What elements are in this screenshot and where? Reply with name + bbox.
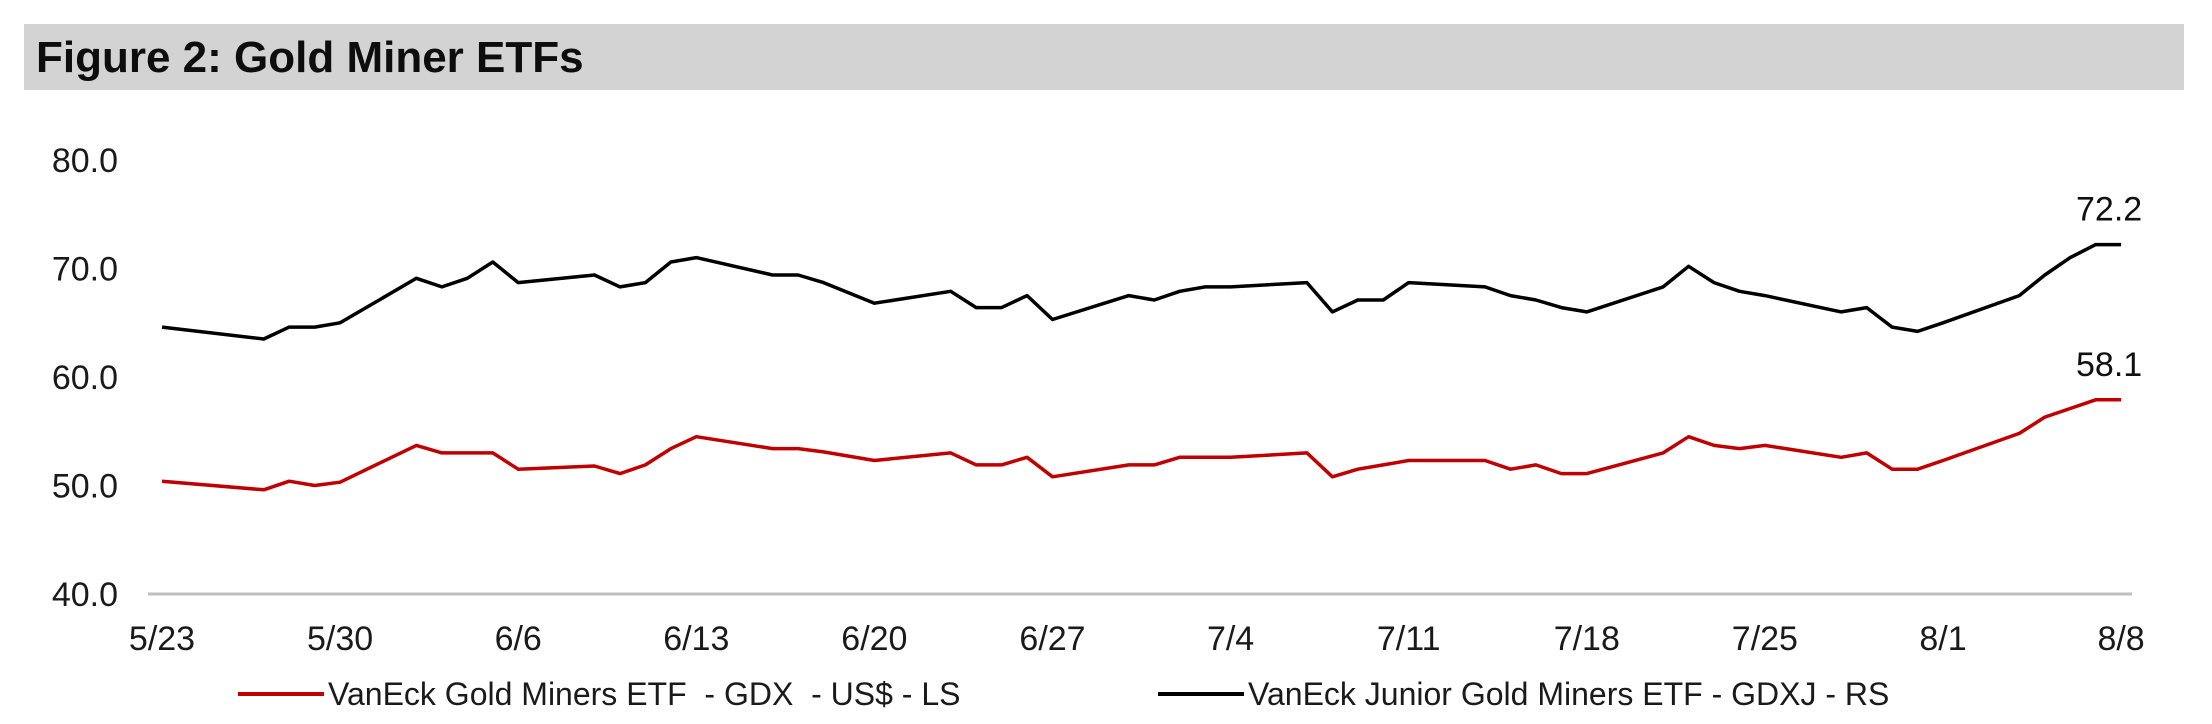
y-tick-label: 40.0 [52,576,118,614]
y-tick-label: 60.0 [52,359,118,397]
x-tick-label: 6/13 [663,620,729,658]
x-tick-label: 5/23 [129,620,195,658]
x-tick-label: 7/18 [1554,620,1620,658]
figure-title-bar: Figure 2: Gold Miner ETFs [24,24,2184,90]
series-line-gdx [161,398,2122,492]
legend-item-gdxj: VanEck Junior Gold Miners ETF - GDXJ - R… [1158,672,1889,716]
end-value-label: 72.2 [2076,191,2142,229]
x-tick-label: 7/11 [1377,620,1441,658]
y-tick-label: 50.0 [52,468,118,506]
series-line-gdxj [161,242,2122,341]
legend-swatch-gdx [238,692,324,696]
x-tick-label: 6/6 [495,620,542,658]
figure-title: Figure 2: Gold Miner ETFs [36,33,584,82]
x-tick-label: 8/8 [2097,620,2144,658]
legend-swatch-gdxj [1158,692,1244,696]
legend-item-gdx: VanEck Gold Miners ETF - GDX - US$ - LS [238,672,960,716]
legend-label-gdx: VanEck Gold Miners ETF - GDX - US$ - LS [328,675,961,712]
x-tick-label: 7/25 [1732,620,1798,658]
x-tick-label: 7/4 [1207,620,1254,658]
x-tick-label: 6/20 [841,620,907,658]
x-tick-label: 6/27 [1019,620,1085,658]
x-tick-label: 8/1 [1919,620,1966,658]
end-value-label: 58.1 [2076,346,2142,384]
x-tick-label: 5/30 [307,620,373,658]
y-tick-label: 70.0 [52,251,118,289]
y-tick-label: 80.0 [52,142,118,180]
legend-label-gdxj: VanEck Junior Gold Miners ETF - GDXJ - R… [1248,675,1890,712]
